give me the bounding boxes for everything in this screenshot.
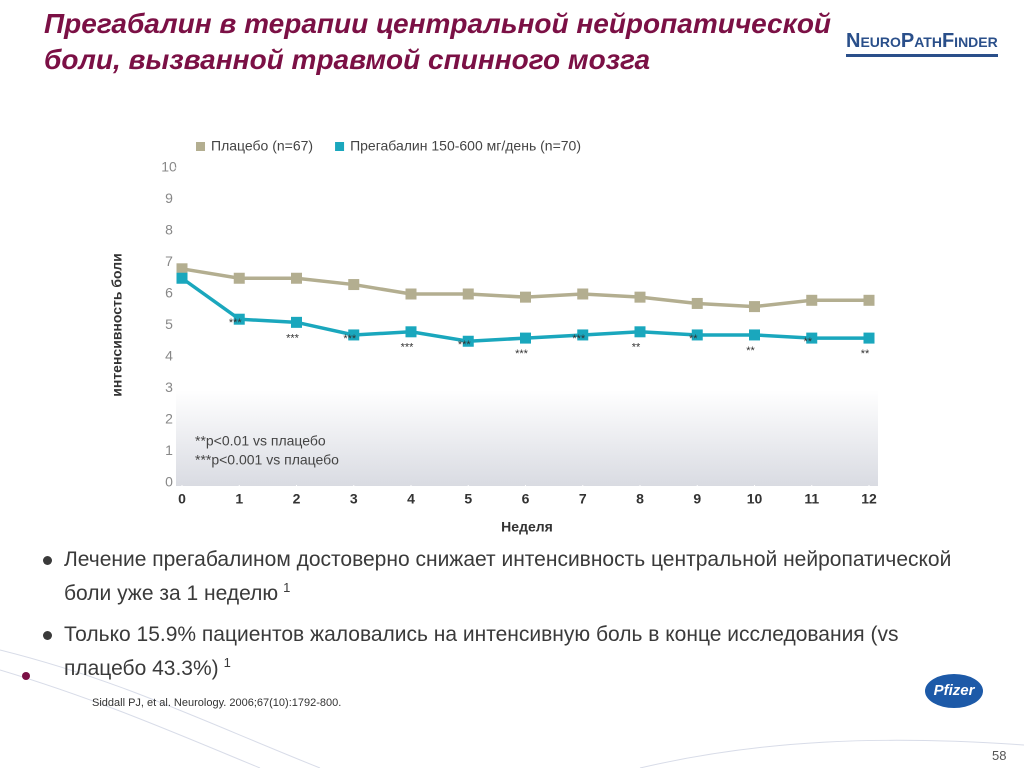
decor-curve [0, 669, 261, 768]
legend-swatch [196, 142, 205, 151]
point [749, 329, 760, 341]
point [520, 291, 531, 303]
significance-label: *** [401, 342, 415, 354]
x-tick-label: 12 [861, 491, 877, 507]
y-tick-label: 2 [165, 411, 173, 427]
x-tick-label: 10 [747, 491, 763, 507]
significance-label: *** [343, 333, 357, 345]
point [233, 313, 245, 325]
page-number: 58 [992, 748, 1007, 763]
point [691, 297, 703, 309]
point [634, 291, 646, 303]
point [405, 326, 417, 338]
bullet-list: Лечение прегабалином достоверно снижает … [40, 546, 960, 696]
point [348, 329, 360, 341]
significance-label: *** [572, 333, 586, 345]
significance-label: ** [861, 348, 870, 360]
x-tick-label: 6 [522, 491, 530, 507]
decor-dot [22, 672, 30, 680]
significance-label: *** [458, 339, 472, 351]
point [691, 329, 703, 341]
bullet-ref: 1 [283, 580, 291, 595]
logo: NeuroPathFinder [846, 30, 998, 57]
significance-label: ** [746, 345, 755, 357]
significance-label: *** [286, 332, 300, 344]
y-tick-label: 5 [165, 316, 173, 332]
x-tick-label: 11 [804, 491, 819, 507]
y-tick-label: 3 [165, 379, 173, 395]
bullet-text: Лечение прегабалином достоверно снижает … [64, 548, 952, 605]
significance-label: ** [632, 342, 641, 354]
y-tick-label: 8 [165, 222, 173, 238]
point [577, 288, 589, 300]
significance-label: *** [515, 348, 529, 360]
significance-label: ** [689, 333, 698, 345]
bullet-ref: 1 [223, 655, 231, 670]
x-tick-label: 2 [293, 491, 301, 507]
point [176, 263, 188, 275]
x-tick-label: 7 [579, 491, 587, 507]
y-axis-label: интенсивность боли [109, 253, 125, 396]
point [291, 272, 302, 284]
decor-curve [0, 649, 321, 768]
point [863, 332, 875, 344]
y-tick-label: 9 [165, 190, 173, 206]
significance-label: *** [229, 317, 243, 329]
point [577, 329, 589, 341]
x-axis-label: Неделя [501, 519, 553, 535]
point [176, 272, 188, 284]
y-tick-label: 10 [161, 159, 177, 175]
x-tick-label: 9 [693, 491, 701, 507]
legend-swatch [335, 142, 345, 151]
point [405, 288, 417, 300]
point [749, 301, 760, 313]
legend-label: Плацебо (n=67) [211, 138, 313, 154]
x-tick-label: 8 [636, 491, 644, 507]
x-tick-label: 4 [407, 491, 415, 507]
x-tick-label: 0 [178, 491, 186, 507]
decor-curve [639, 739, 1024, 768]
point [233, 272, 245, 284]
point [348, 279, 360, 291]
point [462, 288, 474, 300]
y-tick-label: 4 [165, 348, 173, 364]
point [806, 332, 818, 344]
point [520, 332, 531, 344]
point [634, 326, 646, 338]
x-tick-label: 3 [350, 491, 358, 507]
bullet-text: Только 15.9% пациентов жаловались на инт… [64, 623, 899, 680]
point [806, 294, 818, 306]
significance-label: ** [803, 336, 812, 348]
x-tick-label: 5 [464, 491, 472, 507]
point [462, 335, 474, 347]
y-tick-label: 6 [165, 285, 173, 301]
point [291, 316, 302, 328]
footnote: **p<0.01 vs плацебо [195, 433, 326, 449]
reference: Siddall PJ, et al. Neurology. 2006;67(10… [92, 697, 342, 709]
bullet: Лечение прегабалином достоверно снижает … [40, 546, 960, 608]
brand-logo: Pfizer [925, 674, 983, 708]
y-tick-label: 7 [165, 253, 173, 269]
legend-label: Прегабалин 150-600 мг/день (n=70) [350, 138, 581, 154]
slide-title: Прегабалин в терапии центральной нейропа… [44, 8, 832, 75]
y-tick-label: 1 [165, 442, 173, 458]
x-tick-label: 1 [235, 491, 243, 507]
point [863, 294, 875, 306]
bullet: Только 15.9% пациентов жаловались на инт… [40, 621, 960, 683]
footnote: ***p<0.001 vs плацебо [195, 452, 339, 468]
y-tick-label: 0 [165, 474, 173, 490]
